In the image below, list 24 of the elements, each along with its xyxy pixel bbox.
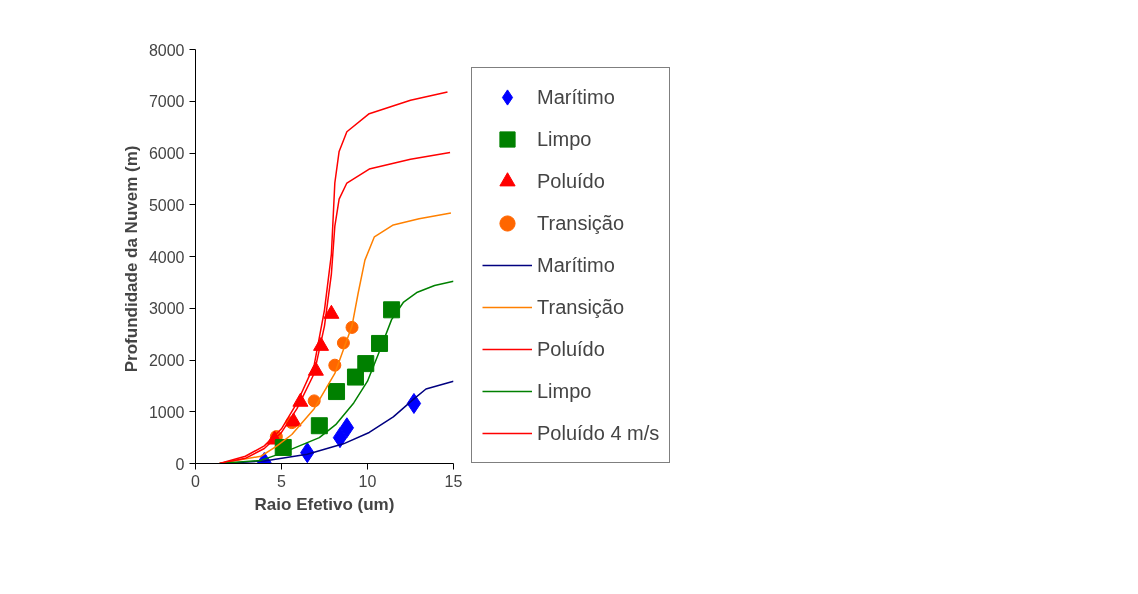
y-tick-label: 1000 — [148, 403, 185, 421]
x-tick-label: 0 — [191, 472, 201, 490]
x-tick-label: 5 — [277, 472, 287, 490]
y-tick-label: 2000 — [148, 352, 185, 369]
y-tick-label: 6000 — [148, 145, 185, 162]
x-tick-label: 10 — [358, 472, 377, 490]
y-tick-label: 4000 — [148, 248, 185, 266]
y-axis-title: Profundidade da Nuvem (m) — [121, 145, 141, 373]
y-tick-label: 5000 — [148, 196, 185, 214]
x-axis-title: Raio Efetivo (um) — [254, 494, 395, 514]
legend-label: Poluído — [537, 169, 605, 193]
legend-label: Transição — [537, 295, 625, 319]
y-tick-label: 0 — [175, 455, 185, 473]
y-tick-label: 7000 — [148, 93, 185, 111]
y-tick-label: 8000 — [148, 41, 185, 59]
legend-label: Poluído 4 m/s — [537, 421, 660, 445]
legend-label: Marítimo — [537, 253, 615, 277]
legend-label: Marítimo — [537, 85, 615, 109]
y-tick-label: 3000 — [148, 300, 185, 318]
legend-label: Poluído — [537, 337, 605, 361]
legend-label: Limpo — [537, 379, 592, 403]
legend-label: Transição — [537, 211, 625, 235]
x-tick-label: 15 — [444, 472, 463, 490]
legend-label: Limpo — [537, 127, 592, 151]
